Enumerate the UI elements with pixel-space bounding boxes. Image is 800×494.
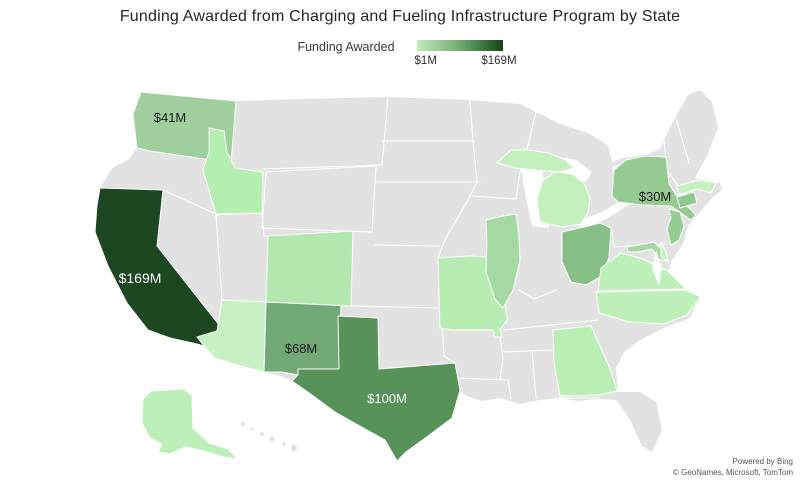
state-new-mexico[interactable] <box>263 301 342 376</box>
state-connecticut[interactable] <box>676 191 698 209</box>
value-label-texas: $100M <box>367 391 407 406</box>
map-attribution: Powered by Bing © GeoNames, Microsoft, T… <box>673 457 793 479</box>
state-illinois[interactable] <box>485 213 521 309</box>
legend-min-label: $1M <box>414 55 437 67</box>
state-new-jersey[interactable] <box>666 208 685 246</box>
chesapeake-bay <box>652 250 662 286</box>
state-virginia[interactable] <box>597 252 687 292</box>
state-california[interactable] <box>94 187 224 351</box>
value-label-washington: $41M <box>154 110 187 125</box>
state-michigan-upper[interactable] <box>496 149 575 173</box>
legend-max-label: $169M <box>481 55 517 67</box>
hawaii-island[interactable] <box>250 427 254 431</box>
legend-title: Funding Awarded <box>297 40 395 54</box>
lake-erie <box>576 199 630 229</box>
state-michigan-lower[interactable] <box>536 171 591 228</box>
state-idaho[interactable] <box>202 127 264 215</box>
state-michigan[interactable] <box>496 149 591 228</box>
legend-scale: $1M $169M <box>415 40 517 67</box>
legend-ticks: $1M $169M <box>415 55 517 67</box>
state-colorado[interactable] <box>265 230 354 307</box>
attribution-sources: © GeoNames, Microsoft, TomTom <box>673 468 793 478</box>
legend-gradient-bar <box>416 40 503 51</box>
state-delaware[interactable] <box>660 241 669 262</box>
value-label-california: $169M <box>119 270 162 286</box>
state-alaska[interactable] <box>141 388 239 460</box>
attribution-bing: Powered by Bing <box>732 457 793 467</box>
hawaii-island[interactable] <box>241 422 245 426</box>
hawaii-island[interactable] <box>282 442 286 446</box>
hawaii-island[interactable] <box>291 445 297 451</box>
page-title: Funding Awarded from Charging and Fuelin… <box>119 8 681 25</box>
value-label-new-york: $30M <box>639 189 672 204</box>
state-new-york[interactable] <box>611 155 697 221</box>
state-hawaii[interactable] <box>241 422 297 451</box>
state-georgia[interactable] <box>552 325 618 397</box>
state-north-carolina[interactable] <box>595 289 702 325</box>
value-label-new-mexico: $68M <box>285 341 318 356</box>
legend: Funding Awarded $1M $169M <box>0 40 800 67</box>
state-massachusetts[interactable] <box>676 179 717 196</box>
state-texas[interactable] <box>291 315 461 462</box>
hawaii-island[interactable] <box>260 432 264 436</box>
hawaii-island[interactable] <box>269 436 275 442</box>
